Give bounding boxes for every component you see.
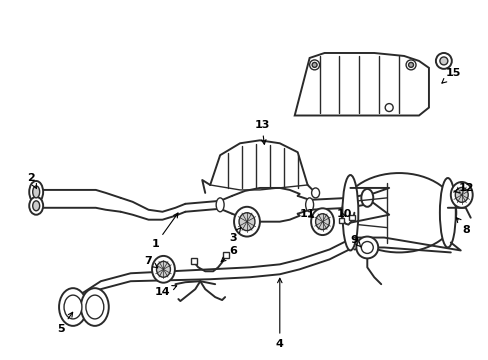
Ellipse shape: [310, 208, 333, 235]
Ellipse shape: [33, 201, 40, 211]
Circle shape: [356, 237, 377, 258]
Ellipse shape: [29, 181, 43, 203]
Text: 13: 13: [254, 121, 269, 144]
Ellipse shape: [33, 186, 40, 198]
Text: 6: 6: [221, 247, 237, 262]
Text: 7: 7: [144, 256, 158, 268]
Ellipse shape: [152, 256, 175, 283]
Text: 1: 1: [151, 213, 178, 249]
Circle shape: [311, 62, 316, 67]
Polygon shape: [339, 218, 344, 223]
Ellipse shape: [439, 178, 455, 247]
Ellipse shape: [311, 188, 319, 198]
Polygon shape: [191, 258, 197, 264]
Text: 3: 3: [229, 228, 241, 243]
Ellipse shape: [86, 295, 103, 319]
Polygon shape: [223, 252, 228, 258]
Ellipse shape: [216, 198, 224, 212]
Ellipse shape: [156, 261, 170, 277]
Circle shape: [435, 53, 451, 69]
Ellipse shape: [361, 189, 372, 207]
Ellipse shape: [234, 207, 260, 237]
Ellipse shape: [342, 175, 358, 251]
Circle shape: [385, 104, 392, 112]
Ellipse shape: [64, 295, 82, 319]
Text: 11: 11: [299, 209, 315, 219]
Circle shape: [439, 57, 447, 65]
Text: 5: 5: [57, 312, 73, 334]
Ellipse shape: [454, 188, 468, 202]
Text: 15: 15: [441, 68, 461, 83]
Ellipse shape: [29, 197, 43, 215]
Ellipse shape: [305, 198, 313, 212]
Polygon shape: [294, 53, 428, 116]
Text: 4: 4: [275, 278, 283, 349]
Text: 8: 8: [455, 218, 469, 235]
Ellipse shape: [239, 213, 254, 231]
Ellipse shape: [59, 288, 87, 326]
Text: 9: 9: [350, 234, 360, 247]
Ellipse shape: [341, 173, 455, 252]
Ellipse shape: [315, 214, 329, 230]
Text: 2: 2: [27, 173, 37, 189]
Text: 12: 12: [453, 183, 473, 193]
Polygon shape: [349, 215, 355, 220]
Circle shape: [361, 242, 372, 253]
Circle shape: [309, 60, 319, 70]
Ellipse shape: [81, 288, 108, 326]
Text: 10: 10: [336, 209, 351, 219]
Circle shape: [408, 62, 413, 67]
Ellipse shape: [450, 182, 472, 208]
Text: 14: 14: [154, 285, 176, 297]
Circle shape: [405, 60, 415, 70]
